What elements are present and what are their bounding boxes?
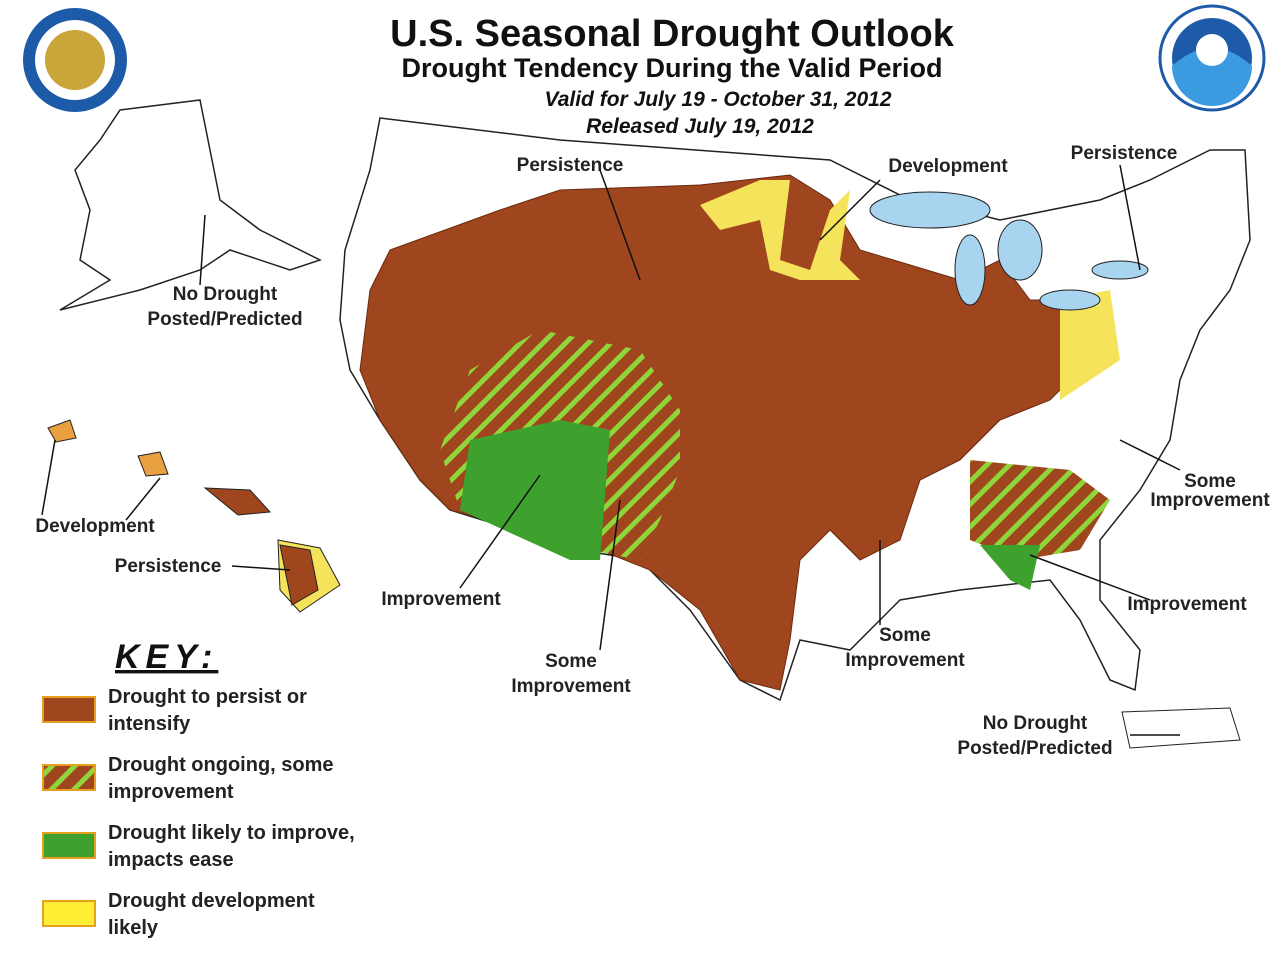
key-label: Drought development [108,890,315,912]
key-swatch [42,832,96,859]
map-label: Persistence [1071,143,1178,164]
noaa-logo [1158,4,1266,112]
key-label: Drought likely to improve, [108,822,355,844]
alaska [59,99,322,311]
map-label: Persistence [517,155,624,176]
some-improvement-southeast [970,460,1110,560]
key-label: Drought ongoing, some [108,754,334,776]
map-label: Improvement [381,589,501,610]
map-label: Some [879,625,931,646]
map-label: Posted/Predicted [147,309,302,330]
key-swatch [42,696,96,723]
map-label: Improvement [845,650,965,671]
map-label: Improvement [1150,490,1270,511]
key-swatch [42,900,96,927]
key-title: KEY: [115,638,218,676]
doc-logo [23,8,127,112]
title: U.S. Seasonal Drought Outlook [390,13,955,55]
key-swatch [42,764,96,791]
key-label: impacts ease [108,849,234,871]
map-label: Posted/Predicted [957,738,1112,759]
key-label: likely [108,917,159,939]
map-label: Improvement [511,676,631,697]
key-label: intensify [108,713,191,735]
map-label: No Drought [983,713,1088,734]
map-label: Development [35,516,155,537]
key-label: improvement [108,781,234,803]
label-arrows [41,164,1181,736]
release-date: Released July 19, 2012 [586,115,814,138]
map-label: Improvement [1127,594,1247,615]
development-east [1060,290,1120,400]
map-label: Development [888,156,1008,177]
hawaii [47,419,341,613]
valid-period: Valid for July 19 - October 31, 2012 [544,88,891,111]
subtitle: Drought Tendency During the Valid Period [401,53,942,83]
development-north [700,180,860,280]
map-label: Some [545,651,597,672]
puerto-rico [1121,707,1241,749]
map-label: Persistence [115,556,222,577]
great-lakes [869,191,1149,311]
improve-southwest [460,420,610,560]
key-label: Drought to persist or [108,686,307,708]
map-label: No Drought [173,284,278,305]
improve-southeast [980,545,1040,590]
map-label: Some [1184,471,1236,492]
